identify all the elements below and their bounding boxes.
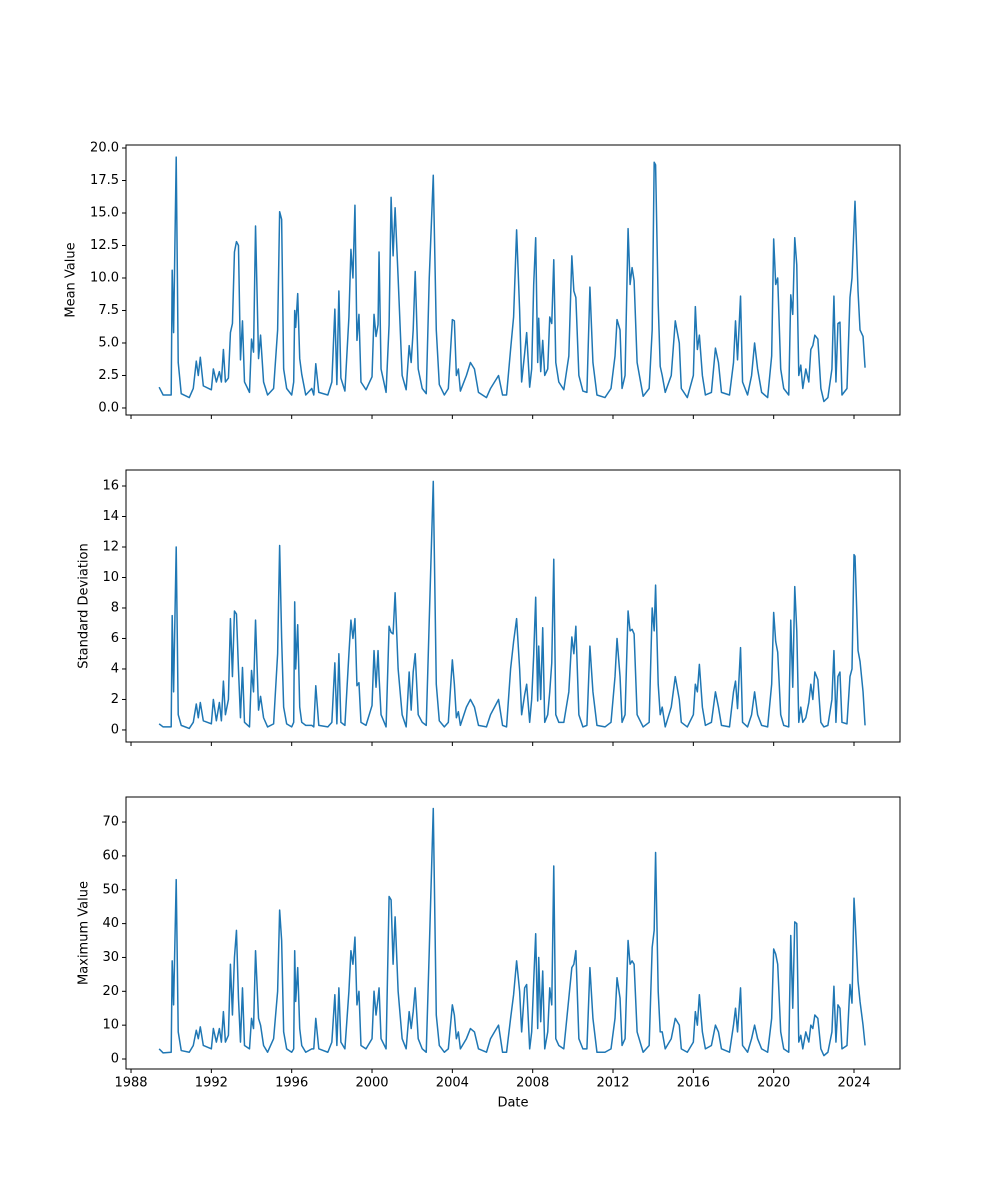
y-tick-label: 10 (102, 1018, 119, 1033)
y-tick-label: 2.5 (98, 368, 119, 383)
axes-frame (125, 796, 901, 1070)
x-tick-label: 2016 (677, 1076, 710, 1091)
y-tick-label: 17.5 (90, 173, 119, 188)
y-tick-label: 20 (102, 984, 119, 999)
y-tick-label: 0.0 (98, 400, 119, 415)
y-tick-label: 4 (111, 661, 119, 676)
y-axis-label: Mean Value (64, 242, 79, 317)
y-tick-label: 30 (102, 950, 119, 965)
x-tick-label: 2020 (757, 1076, 790, 1091)
y-tick-label: 14 (102, 509, 119, 524)
y-tick-label: 10.0 (90, 270, 119, 285)
x-tick-label: 1992 (195, 1076, 228, 1091)
x-tick-label: 2024 (837, 1076, 870, 1091)
y-tick-label: 70 (102, 815, 119, 830)
x-tick-label: 2008 (516, 1076, 549, 1091)
y-tick-label: 12.5 (90, 238, 119, 253)
x-tick-label: 2004 (436, 1076, 469, 1091)
x-tick-label: 1996 (275, 1076, 308, 1091)
y-tick-label: 0 (111, 722, 119, 737)
x-tick-label: 2000 (355, 1076, 388, 1091)
x-tick-label: 1988 (114, 1076, 147, 1091)
data-line (158, 156, 866, 403)
y-tick-label: 0 (111, 1052, 119, 1067)
y-tick-label: 15.0 (90, 205, 119, 220)
y-tick-label: 16 (102, 479, 119, 494)
x-tick-label: 2012 (596, 1076, 629, 1091)
y-tick-label: 5.0 (98, 335, 119, 350)
y-tick-label: 2 (111, 692, 119, 707)
data-line (158, 480, 866, 730)
data-line (158, 807, 866, 1057)
y-tick-label: 7.5 (98, 303, 119, 318)
y-tick-label: 60 (102, 848, 119, 863)
x-axis-label: Date (497, 1096, 528, 1111)
y-tick-label: 12 (102, 539, 119, 554)
y-axis-label: Standard Deviation (77, 543, 92, 668)
y-tick-label: 20.0 (90, 140, 119, 155)
y-tick-label: 6 (111, 631, 119, 646)
y-tick-label: 40 (102, 916, 119, 931)
y-axis-label: Maximum Value (77, 881, 92, 985)
axes-frame (125, 144, 901, 416)
y-tick-label: 8 (111, 600, 119, 615)
y-tick-label: 50 (102, 882, 119, 897)
y-tick-label: 10 (102, 570, 119, 585)
axes-frame (125, 469, 901, 743)
